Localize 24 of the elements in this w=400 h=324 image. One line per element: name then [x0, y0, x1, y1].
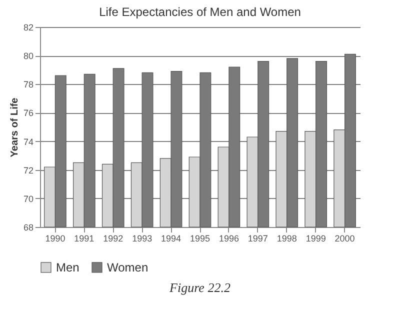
x-tick-label: 1997 — [248, 234, 268, 244]
x-tick-label: 1991 — [74, 234, 94, 244]
x-tick-label: 1993 — [132, 234, 152, 244]
legend-label: Men — [56, 260, 80, 274]
y-tick-label: 70 — [23, 194, 34, 204]
y-tick-label: 76 — [23, 108, 34, 118]
legend-label: Women — [107, 260, 148, 274]
y-tick-label: 72 — [23, 165, 34, 176]
x-tick-label: 2000 — [334, 234, 355, 244]
chart-title: Life Expectancies of Men and Women — [99, 5, 301, 19]
y-tick-label: 74 — [23, 136, 34, 147]
y-axis-title: Years of Life — [9, 97, 20, 158]
caption: Figure 22.2 — [168, 280, 232, 296]
x-tick-label: 1998 — [276, 234, 297, 244]
y-tick-label: 82 — [23, 22, 34, 32]
y-tick-label: 80 — [23, 51, 34, 62]
y-tick-label: 68 — [23, 222, 34, 232]
x-tick-label: 1994 — [161, 234, 182, 244]
x-tick-label: 1992 — [103, 234, 124, 244]
y-tick-label: 78 — [23, 80, 34, 90]
x-tick-label: 1995 — [190, 234, 210, 244]
x-tick-label: 1996 — [218, 234, 239, 244]
x-tick-label: 1999 — [306, 234, 326, 244]
x-tick-label: 1990 — [45, 234, 66, 244]
